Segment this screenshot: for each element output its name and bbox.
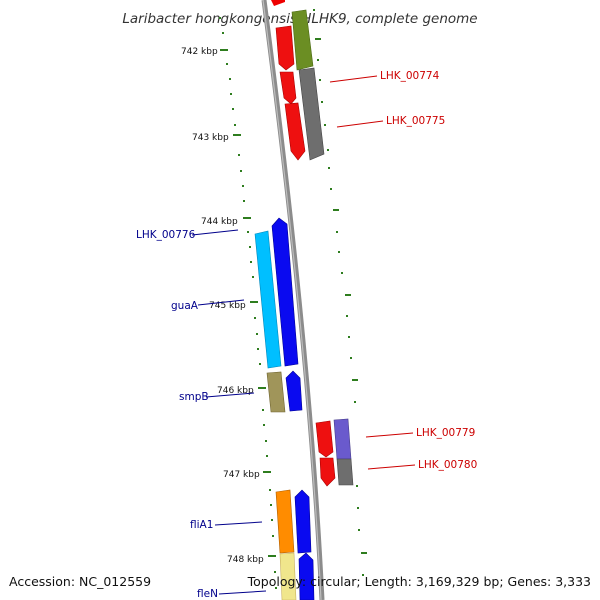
gene-lhk-00779-feature[interactable] [315, 420, 334, 458]
gene-fleN-arrow[interactable] [298, 552, 315, 600]
tick-label-745: 745 kbp [209, 301, 246, 311]
gene-label-lhk-00780[interactable]: LHK_00780 [418, 459, 477, 471]
gene-label-guaA[interactable]: guaA [171, 300, 199, 312]
gene-lhk-00780-feature[interactable] [319, 457, 336, 487]
gene-feature-olive[interactable] [291, 9, 314, 71]
tick-label-746: 746 kbp [217, 386, 254, 396]
reverse-leader-lines [191, 229, 267, 595]
gene-label-lhk-00779[interactable]: LHK_00779 [416, 427, 475, 439]
gene-fleN-feature[interactable] [279, 552, 297, 600]
forward-genes [271, 0, 354, 487]
tick-label-747: 747 kbp [223, 470, 260, 480]
gene-guaA-feature[interactable] [271, 217, 299, 367]
gene-feature-red-b[interactable] [275, 25, 295, 71]
gene-fliA1-feature[interactable] [275, 489, 295, 554]
gene-lhk-00774-feature[interactable] [279, 71, 297, 105]
gene-feature-red-a[interactable] [271, 0, 285, 6]
gene-label-fliA1[interactable]: fliA1 [190, 519, 213, 531]
tick-label-748: 748 kbp [227, 555, 264, 565]
gene-label-lhk-00776[interactable]: LHK_00776 [136, 229, 196, 241]
gene-smpB-arrow[interactable] [285, 370, 303, 412]
inner-tick-track [219, 17, 277, 589]
gene-label-lhk-00775[interactable]: LHK_00775 [386, 115, 445, 127]
forward-leader-lines [329, 75, 416, 470]
major-ticks [220, 49, 276, 557]
gene-grey-feature-b[interactable] [336, 458, 354, 486]
gene-purple-feature[interactable] [333, 418, 352, 460]
gene-lhk-00775-feature[interactable] [284, 102, 306, 161]
accession-text: Accession: NC_012559 [9, 574, 151, 589]
gene-smpB-feature[interactable] [266, 371, 286, 413]
gene-fliA1-arrow[interactable] [294, 489, 312, 554]
tick-label-744: 744 kbp [201, 217, 238, 227]
gene-label-lhk-00774[interactable]: LHK_00774 [380, 70, 440, 82]
gene-label-fleN[interactable]: fleN [197, 588, 218, 600]
outer-tick-track [313, 9, 367, 576]
tick-label-743: 743 kbp [192, 133, 229, 143]
gene-grey-feature[interactable] [298, 67, 325, 161]
genome-backbone [261, 0, 325, 600]
tick-label-742: 742 kbp [181, 47, 218, 57]
gene-lhk-00776-feature[interactable] [254, 230, 282, 369]
gene-label-smpB[interactable]: smpB [179, 391, 209, 403]
summary-text: Topology: circular; Length: 3,169,329 bp… [247, 574, 591, 589]
reverse-genes [254, 217, 315, 600]
